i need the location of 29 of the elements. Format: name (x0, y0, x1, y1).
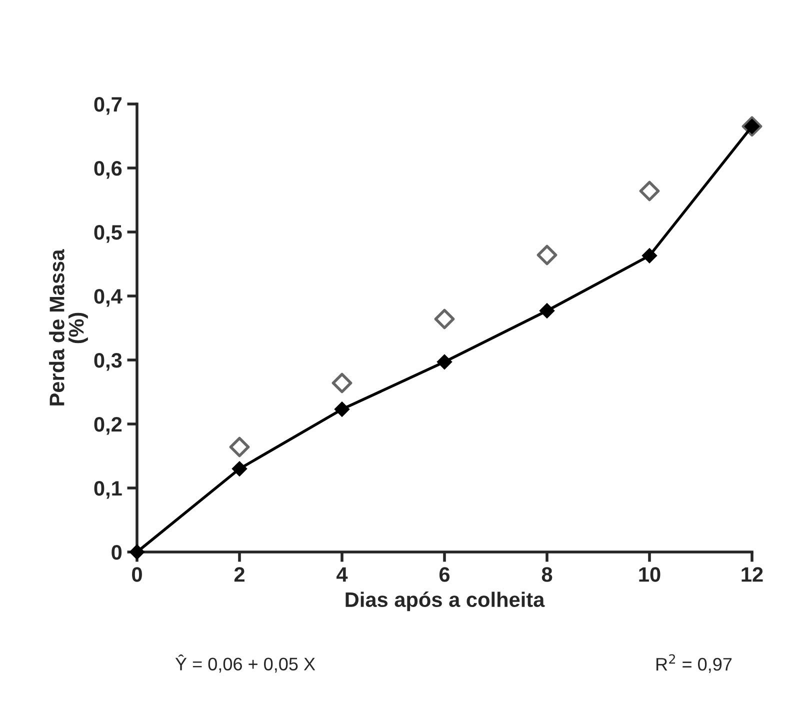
x-tick-label: 10 (639, 567, 660, 582)
point (434, 308, 455, 330)
point (639, 180, 660, 202)
x-axis-title: Dias após a colheita (346, 592, 545, 612)
y-tick-label: 0,7 (94, 97, 122, 115)
y-tick-label: 0,5 (94, 225, 122, 243)
text: Ŷ = 0,06 + 0,05 X (175, 654, 316, 673)
x-tick-label: 0 (132, 567, 142, 582)
y-tick-label: 0,2 (94, 417, 122, 435)
x-tick-label: 4 (336, 567, 348, 582)
point (232, 461, 248, 476)
point (332, 372, 352, 394)
y-tick-label: 0 (112, 545, 122, 560)
point (436, 354, 452, 370)
y-axis-title: Perda de Massa (%) (49, 249, 88, 406)
point (642, 248, 658, 264)
text: R$^{2}$ = 0,97 (656, 654, 732, 673)
y-tick-label: 0,6 (94, 161, 122, 179)
y-tick-label: 0,3 (94, 353, 122, 371)
x-tick-label: 2 (234, 567, 244, 582)
x-tick-label: 6 (439, 567, 450, 582)
point (536, 244, 558, 266)
y-tick-label: 0,4 (94, 289, 122, 307)
point (334, 402, 350, 417)
x-tick-label: 12 (742, 567, 763, 582)
y-tick-label: 0,1 (94, 481, 122, 499)
point (229, 436, 250, 458)
x-tick-label: 8 (542, 567, 552, 582)
point (539, 303, 555, 318)
